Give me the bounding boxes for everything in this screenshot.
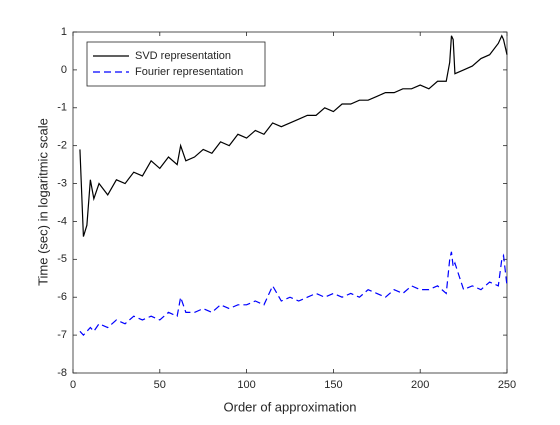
y-tick-label: -7	[57, 329, 67, 341]
series-line	[79, 251, 508, 336]
legend-box	[86, 41, 266, 87]
legend-label: Fourier representation	[135, 66, 243, 78]
x-tick-label: 150	[324, 379, 342, 391]
y-tick-label: 0	[61, 64, 67, 76]
y-axis-label: Time (sec) in logaritmic scale	[35, 118, 50, 286]
y-tick-label: -2	[57, 140, 67, 152]
y-tick-label: -8	[57, 367, 67, 379]
y-tick-label: 1	[61, 26, 67, 38]
x-tick-label: 100	[237, 379, 255, 391]
plot-area	[72, 31, 508, 374]
x-tick-label: 0	[70, 379, 76, 391]
x-axis-label: Order of approximation	[224, 399, 357, 414]
x-tick-label: 200	[411, 379, 429, 391]
x-tick-label: 50	[154, 379, 166, 391]
x-tick-label: 250	[498, 379, 516, 391]
y-tick-label: -6	[57, 291, 67, 303]
series-line	[79, 34, 508, 237]
y-tick-label: -5	[57, 253, 67, 265]
legend-label: SVD representation	[135, 50, 231, 62]
y-tick-label: -3	[57, 177, 67, 189]
y-tick-label: -4	[57, 215, 67, 227]
y-tick-label: -1	[57, 102, 67, 114]
